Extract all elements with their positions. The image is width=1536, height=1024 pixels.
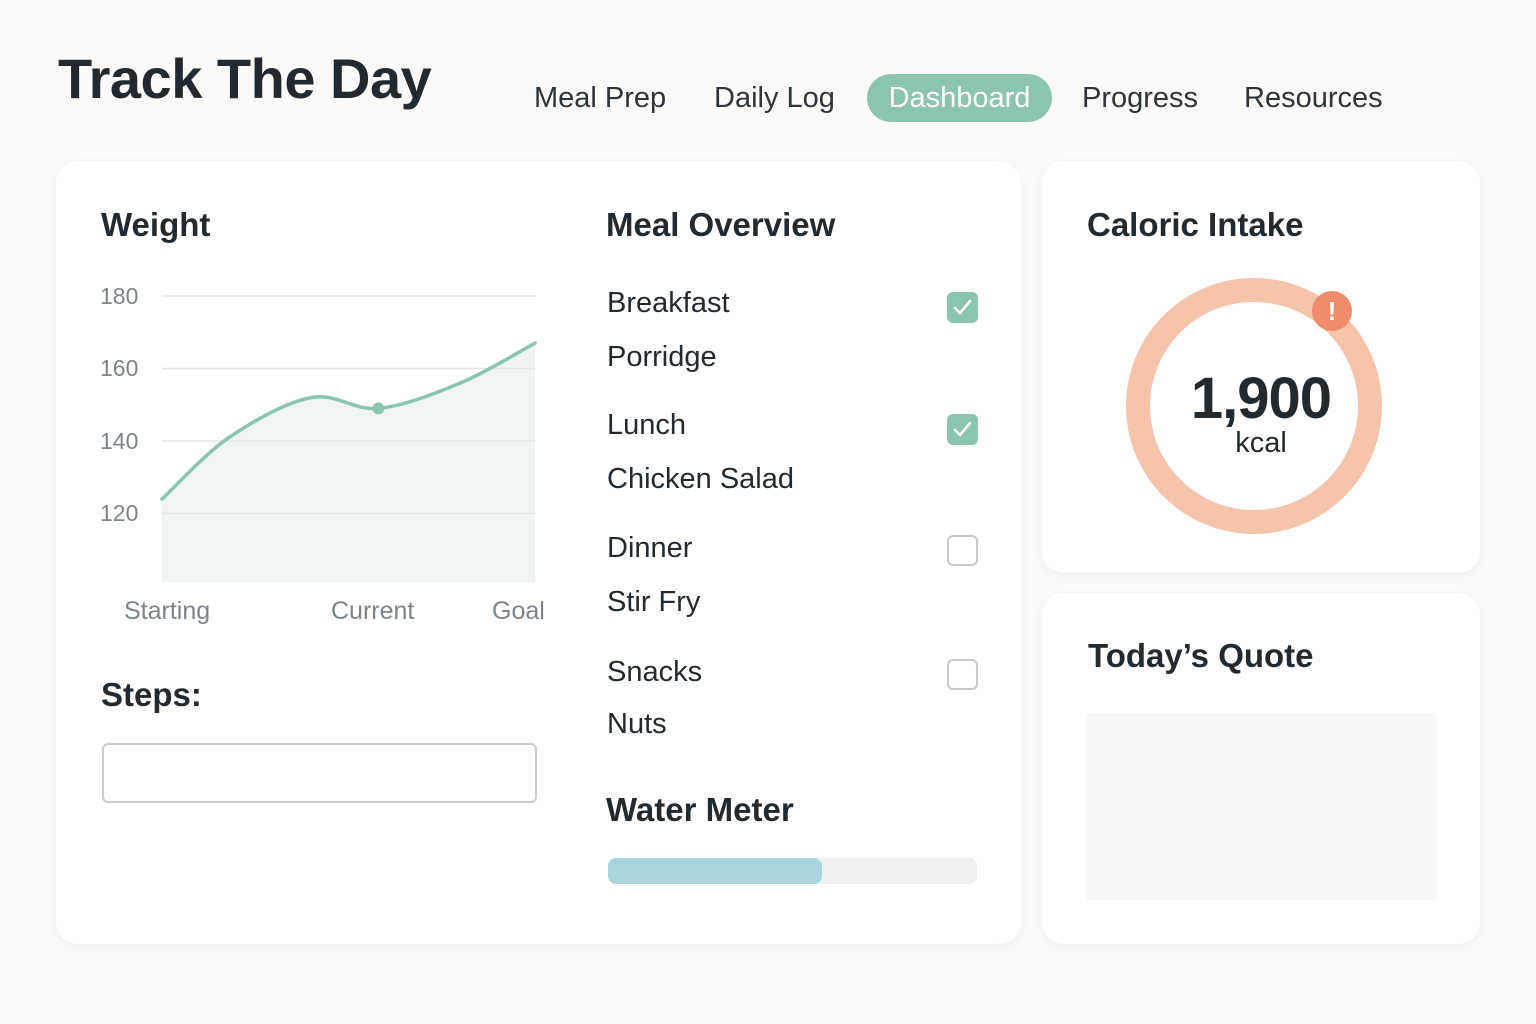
weight-line xyxy=(160,341,537,501)
y-tick-label: 120 xyxy=(100,500,139,526)
nav-daily-log[interactable]: Daily Log xyxy=(714,82,835,114)
main-card: Weight 180 160 140 120 Starting Current … xyxy=(56,161,1021,944)
caloric-intake-card: Caloric Intake 1,900 kcal ! xyxy=(1042,161,1480,573)
steps-input[interactable] xyxy=(102,743,537,803)
meal-food: Nuts xyxy=(607,708,667,740)
meal-food: Stir Fry xyxy=(607,586,701,618)
nav-dashboard[interactable]: Dashboard xyxy=(867,74,1052,122)
meal-name: Snacks xyxy=(607,656,703,688)
x-label-goal: Goal xyxy=(492,597,545,625)
x-label-starting: Starting xyxy=(124,597,211,625)
caloric-intake-title: Caloric Intake xyxy=(1087,206,1304,243)
meal-name: Dinner xyxy=(607,532,693,564)
calorie-unit: kcal xyxy=(1235,427,1287,459)
meal-overview-title: Meal Overview xyxy=(606,206,836,243)
steps-label: Steps: xyxy=(101,676,202,713)
meal-food: Chicken Salad xyxy=(607,463,794,495)
breakfast-checkbox[interactable] xyxy=(947,292,978,323)
x-label-current: Current xyxy=(331,597,415,625)
exclamation-icon[interactable]: ! xyxy=(1312,291,1352,331)
lunch-checkbox[interactable] xyxy=(947,414,978,445)
water-meter-fill xyxy=(608,858,823,884)
checkmark-icon xyxy=(953,421,972,437)
current-weight-marker xyxy=(372,402,385,415)
nav-progress[interactable]: Progress xyxy=(1082,82,1199,114)
app-title: Track The Day xyxy=(58,47,432,110)
quote-title: Today’s Quote xyxy=(1088,637,1314,674)
y-tick-label: 180 xyxy=(100,283,139,309)
y-tick-label: 160 xyxy=(100,355,139,381)
meal-name: Breakfast xyxy=(607,287,730,319)
weight-area xyxy=(162,343,535,583)
weight-plot xyxy=(160,295,537,583)
snacks-checkbox[interactable] xyxy=(947,659,978,690)
weight-title: Weight xyxy=(101,206,211,243)
checkmark-icon xyxy=(953,299,972,315)
quote-card: Today’s Quote xyxy=(1042,593,1480,944)
quote-text xyxy=(1086,713,1437,900)
calorie-value: 1,900 xyxy=(1190,366,1332,431)
nav-resources[interactable]: Resources xyxy=(1244,82,1383,114)
dinner-checkbox[interactable] xyxy=(947,535,978,566)
y-tick-label: 140 xyxy=(100,428,139,454)
water-meter-title: Water Meter xyxy=(606,791,794,828)
top-nav: Meal Prep Daily Log Dashboard Progress R… xyxy=(0,0,1536,140)
meal-food: Porridge xyxy=(607,341,717,373)
calorie-ring xyxy=(1126,278,1382,534)
water-meter xyxy=(608,858,977,884)
nav-meal-prep[interactable]: Meal Prep xyxy=(534,82,667,114)
meal-name: Lunch xyxy=(607,409,687,441)
calorie-ring-track xyxy=(1126,278,1382,534)
